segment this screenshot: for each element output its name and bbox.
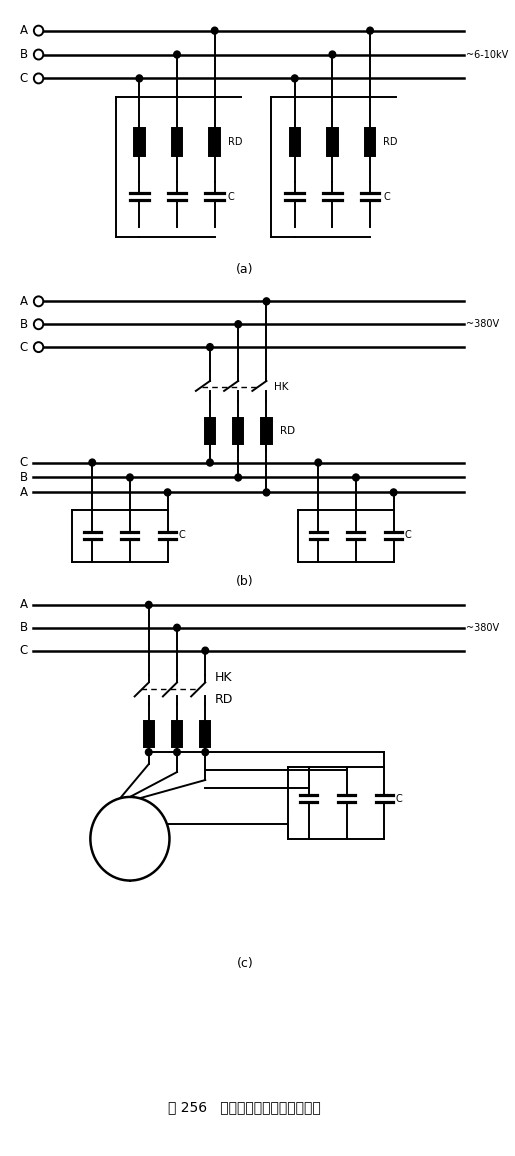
Circle shape (127, 474, 133, 481)
Bar (172, 128, 182, 156)
Text: RD: RD (383, 138, 398, 147)
Text: C: C (20, 341, 28, 354)
Circle shape (263, 489, 270, 496)
Text: B: B (20, 470, 28, 484)
Circle shape (353, 474, 359, 481)
Circle shape (207, 343, 213, 350)
Text: B: B (20, 49, 28, 61)
Circle shape (34, 74, 43, 83)
Text: RD: RD (228, 138, 243, 147)
Text: RD: RD (215, 692, 233, 706)
Circle shape (174, 624, 180, 631)
Text: A: A (20, 486, 27, 499)
Text: ~6-10kV: ~6-10kV (466, 50, 508, 59)
Text: A: A (20, 599, 27, 612)
Text: ~: ~ (124, 843, 136, 858)
Bar (289, 128, 300, 156)
Circle shape (390, 489, 397, 496)
Text: HK: HK (274, 381, 288, 392)
Bar (134, 128, 145, 156)
Circle shape (34, 342, 43, 353)
Text: A: A (20, 295, 27, 307)
Circle shape (34, 296, 43, 306)
Text: ~380V: ~380V (466, 319, 499, 329)
Text: C: C (20, 72, 28, 84)
Bar (365, 128, 375, 156)
Circle shape (174, 749, 180, 756)
Bar (200, 721, 211, 747)
Bar (144, 721, 154, 747)
Bar (210, 128, 220, 156)
Circle shape (367, 27, 373, 35)
Bar (172, 721, 182, 747)
Text: B: B (20, 318, 28, 331)
Circle shape (34, 50, 43, 59)
Circle shape (202, 749, 209, 756)
Text: (c): (c) (236, 957, 253, 970)
Text: C: C (228, 192, 235, 202)
Circle shape (136, 75, 143, 82)
Bar (261, 417, 271, 444)
Text: ~380V: ~380V (466, 623, 499, 632)
Text: M: M (123, 821, 138, 836)
Bar (233, 417, 244, 444)
Circle shape (202, 647, 209, 654)
Text: RD: RD (280, 425, 295, 436)
Text: (a): (a) (236, 262, 253, 276)
Bar (327, 128, 337, 156)
Text: 图 256   电力电容用于无功功率补偿: 图 256 电力电容用于无功功率补偿 (168, 1101, 321, 1114)
Circle shape (145, 601, 152, 608)
Bar (205, 417, 215, 444)
Circle shape (263, 298, 270, 305)
Circle shape (34, 25, 43, 36)
Circle shape (329, 51, 336, 58)
Text: C: C (396, 794, 402, 803)
Circle shape (90, 796, 169, 881)
Circle shape (235, 474, 242, 481)
Circle shape (291, 75, 298, 82)
Text: HK: HK (215, 670, 232, 684)
Text: B: B (20, 621, 28, 635)
Text: (b): (b) (236, 576, 253, 588)
Text: C: C (20, 644, 28, 657)
Circle shape (174, 51, 180, 58)
Circle shape (34, 319, 43, 329)
Text: A: A (20, 24, 27, 37)
Circle shape (315, 459, 321, 466)
Circle shape (145, 749, 152, 756)
Circle shape (89, 459, 96, 466)
Circle shape (207, 459, 213, 466)
Text: C: C (20, 457, 28, 469)
Text: C: C (383, 192, 390, 202)
Text: C: C (405, 531, 411, 540)
Circle shape (235, 320, 242, 327)
Circle shape (164, 489, 171, 496)
Text: C: C (179, 531, 185, 540)
Circle shape (211, 27, 218, 35)
